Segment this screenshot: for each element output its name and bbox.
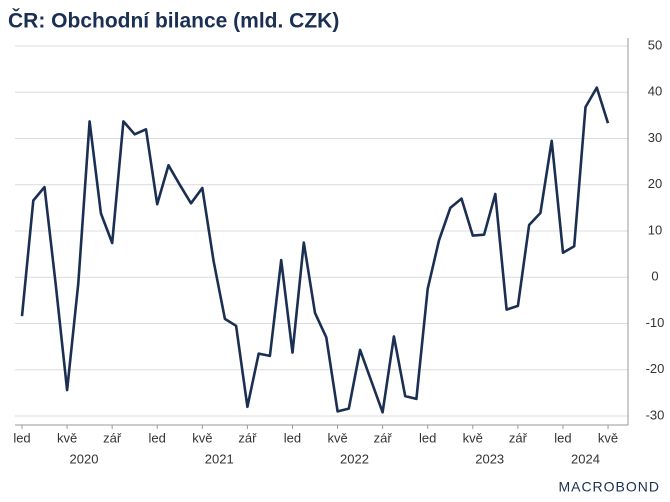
- y-tick-label: 10: [648, 222, 662, 237]
- x-tick-label: zář: [238, 430, 257, 445]
- chart-title: ČR: Obchodní bilance (mld. CZK): [8, 9, 339, 33]
- x-tick-label: zář: [374, 430, 393, 445]
- year-label: 2023: [475, 451, 504, 466]
- y-tick-label: 50: [648, 37, 662, 52]
- line-series: [20, 86, 610, 414]
- x-tick-label: zář: [509, 430, 528, 445]
- x-tick-label: led: [149, 430, 166, 445]
- y-tick-label: 20: [648, 176, 662, 191]
- x-tick-label: zář: [103, 430, 122, 445]
- y-tick-label: 30: [648, 130, 662, 145]
- x-tick-label: kvě: [463, 430, 483, 445]
- y-tick-label: 40: [648, 84, 662, 99]
- x-tick-label: led: [419, 430, 436, 445]
- y-tick-label: -30: [646, 407, 665, 422]
- x-tick-label: kvě: [327, 430, 347, 445]
- year-label: 2021: [205, 451, 234, 466]
- x-tick-label: kvě: [192, 430, 212, 445]
- y-tick-label: -10: [646, 315, 665, 330]
- source-logo: MACROBOND: [558, 479, 660, 495]
- year-label: 2020: [70, 451, 99, 466]
- y-tick-label: -20: [646, 361, 665, 376]
- year-label: 2022: [340, 451, 369, 466]
- x-tick-label: kvě: [57, 430, 77, 445]
- x-tick-label: led: [554, 430, 571, 445]
- x-tick-label: led: [13, 430, 30, 445]
- year-label: 2024: [571, 451, 600, 466]
- x-tick-label: kvě: [598, 430, 618, 445]
- y-tick-label: 0: [651, 269, 658, 284]
- x-tick-label: led: [284, 430, 301, 445]
